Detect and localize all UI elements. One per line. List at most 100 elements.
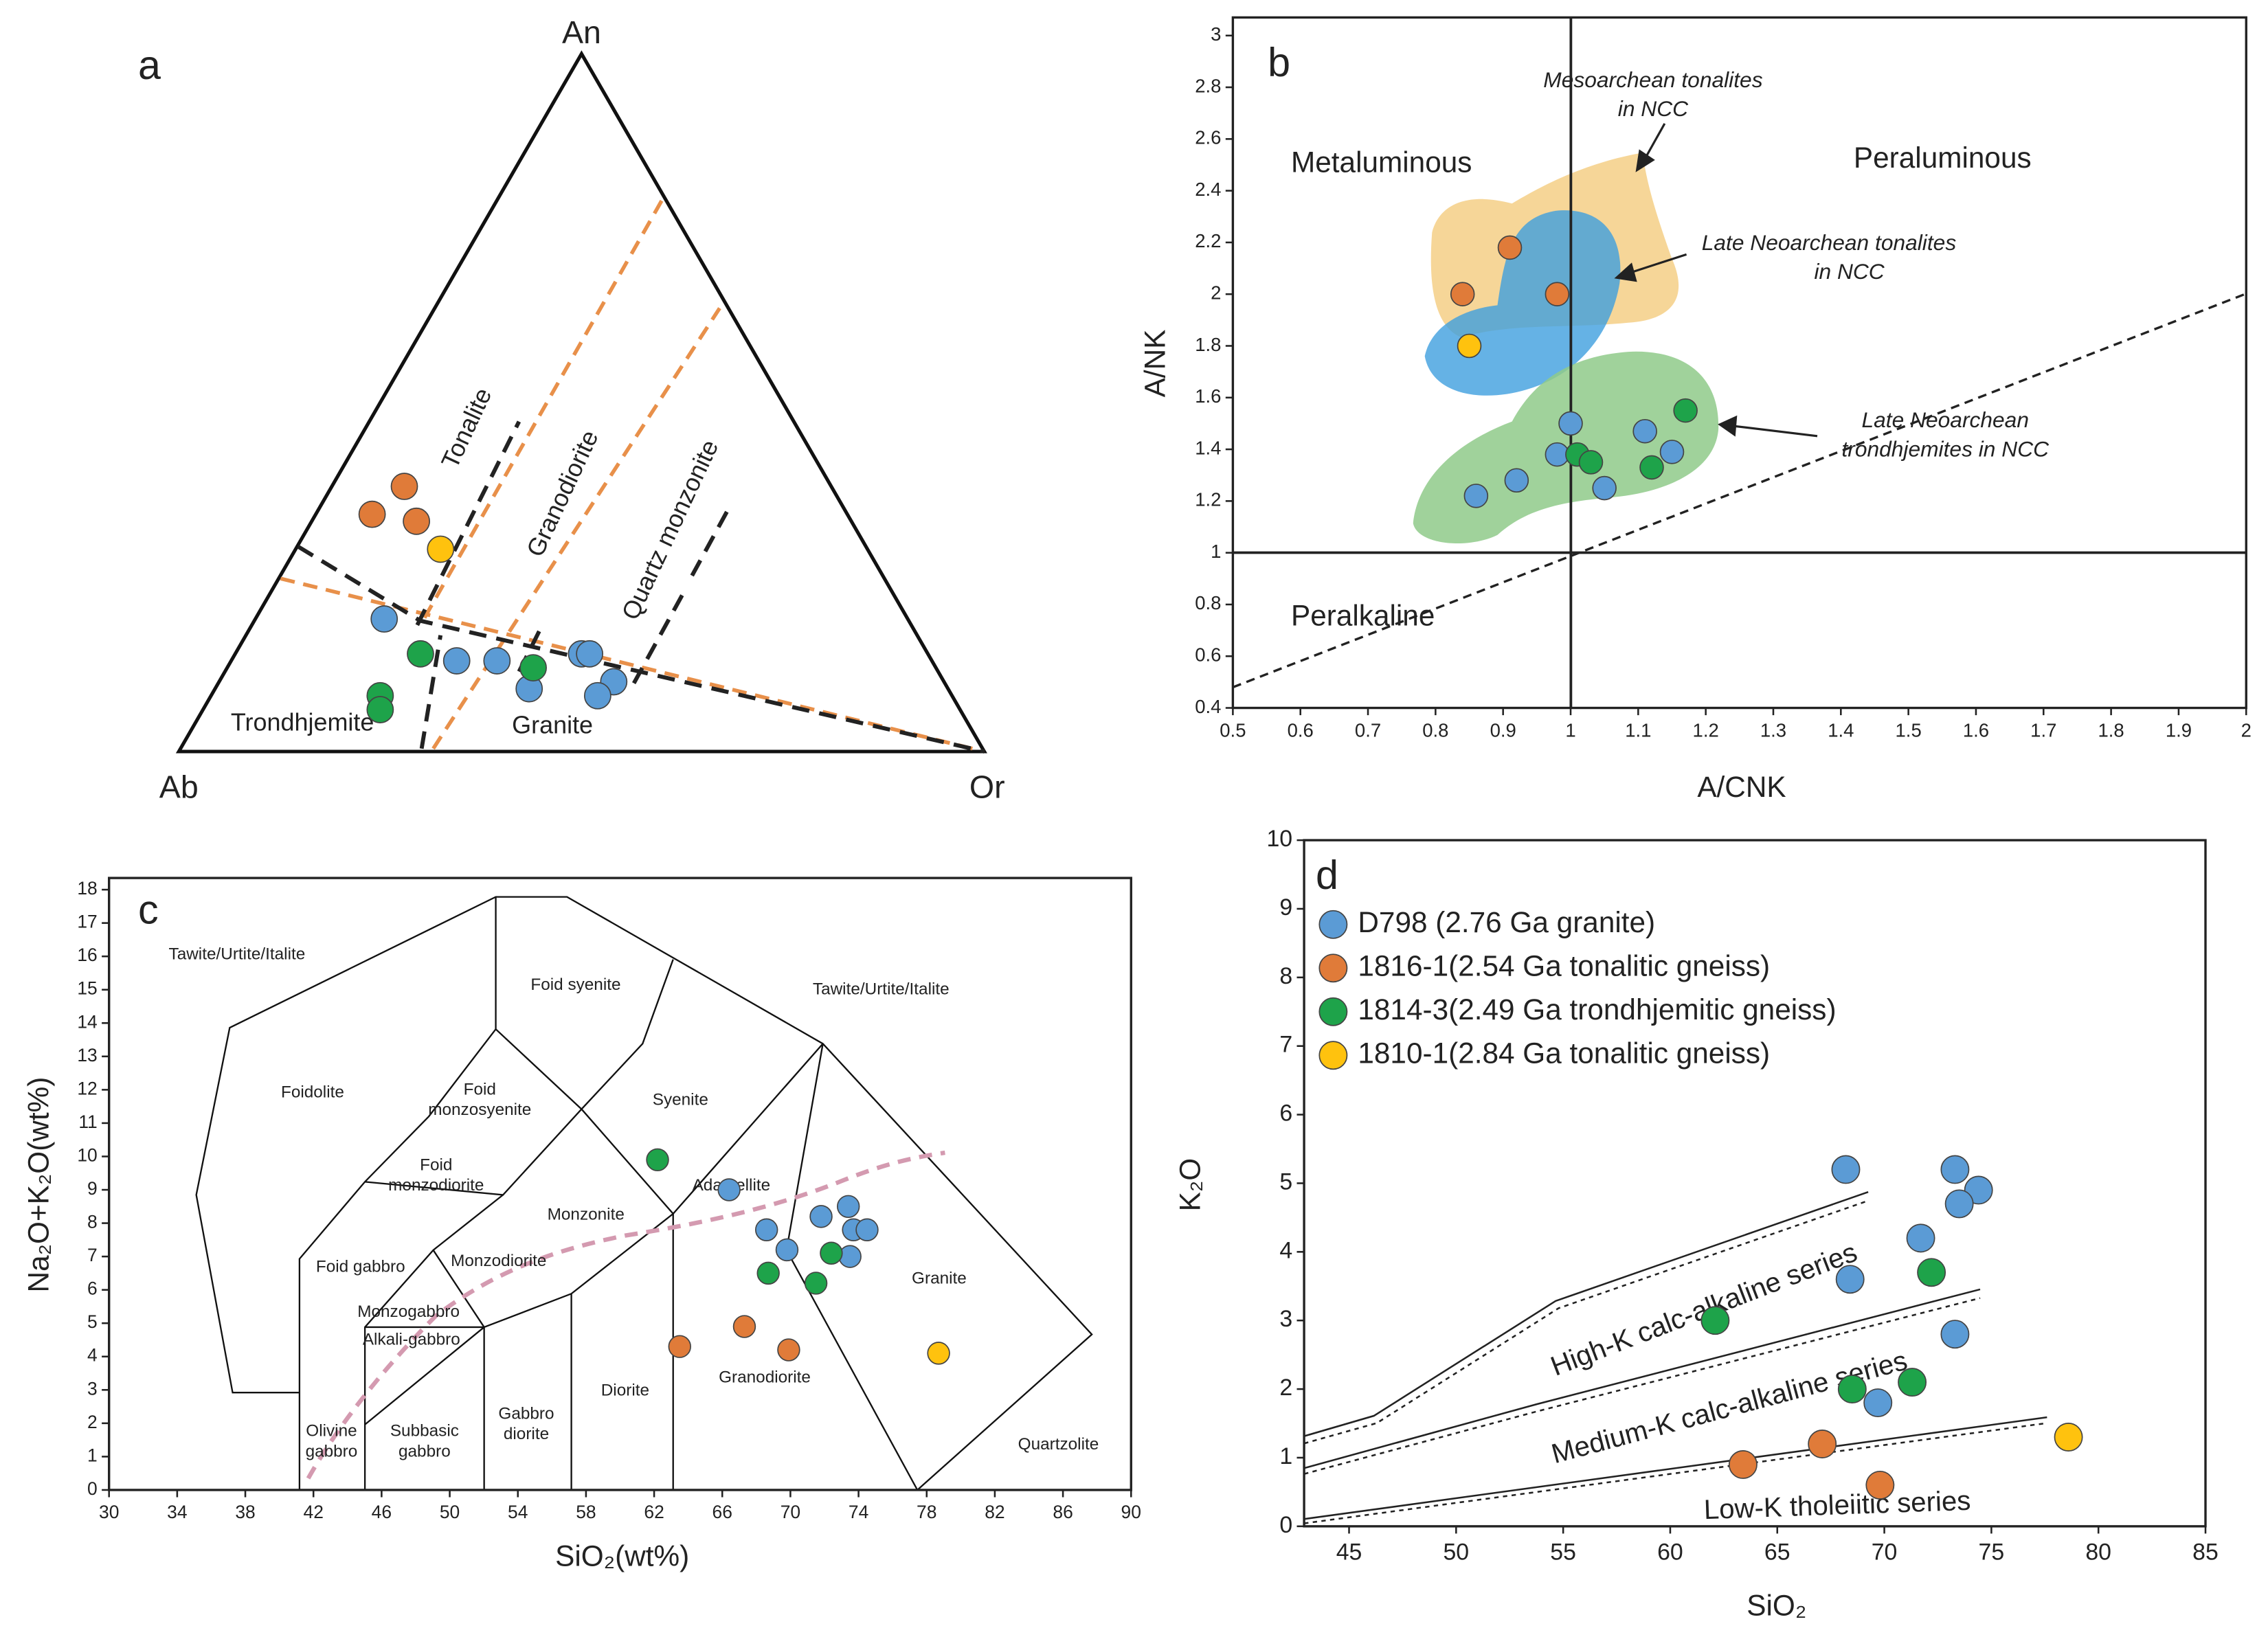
arrow xyxy=(1733,425,1818,438)
series-boundary xyxy=(1303,1416,2047,1520)
panel-letter: b xyxy=(1268,39,1290,85)
x-tick-label: 70 xyxy=(781,1502,800,1522)
series-boundary xyxy=(1303,1288,1981,1469)
point xyxy=(1450,282,1475,306)
x-tick-label: 70 xyxy=(1872,1539,1898,1566)
point xyxy=(668,1335,691,1358)
x-tick-label: 42 xyxy=(304,1502,324,1522)
x-tick-label: 1.5 xyxy=(1896,719,1922,741)
field-label: Granodiorite xyxy=(719,1368,811,1386)
y-tick-label: 11 xyxy=(78,1111,97,1132)
field-label: Granite xyxy=(912,1269,967,1288)
point xyxy=(756,1261,780,1285)
field-label: Granodiorite xyxy=(521,426,604,561)
field-boundary xyxy=(363,1194,504,1490)
vertex-label: An xyxy=(562,14,601,50)
y-axis-label: K₂O xyxy=(1174,1158,1206,1212)
x-tick-label: 46 xyxy=(372,1502,392,1522)
y-tick-label: 16 xyxy=(77,945,97,965)
y-tick-label: 0.6 xyxy=(1195,644,1221,665)
point xyxy=(1457,333,1482,359)
x-tick-label: 86 xyxy=(1053,1502,1073,1522)
alkaline-divider xyxy=(306,1150,945,1480)
y-tick-label: 3 xyxy=(87,1378,98,1399)
field-label: Trondhjemite xyxy=(231,708,374,736)
panel-letter: d xyxy=(1316,852,1338,898)
y-tick-label: 17 xyxy=(77,912,97,932)
arrow xyxy=(1628,253,1687,275)
y-tick-label: 0.8 xyxy=(1195,592,1221,613)
point xyxy=(358,500,386,528)
x-tick-label: 0.7 xyxy=(1355,719,1381,741)
y-tick-label: 5 xyxy=(87,1311,98,1332)
y-tick-label: 1 xyxy=(87,1445,98,1465)
point xyxy=(838,1245,862,1268)
legend-label: D798 (2.76 Ga granite) xyxy=(1358,906,1655,938)
x-tick-label: 1.1 xyxy=(1625,719,1651,741)
field-label: Gabbro xyxy=(498,1404,554,1423)
point xyxy=(836,1195,860,1219)
point xyxy=(1835,1265,1865,1294)
field-label: monzodiorite xyxy=(388,1176,484,1195)
field-label: Foidolite xyxy=(281,1083,344,1102)
boundary xyxy=(419,635,443,749)
field-boundary xyxy=(298,959,674,1490)
point xyxy=(442,647,471,675)
x-tick-label: 55 xyxy=(1550,1539,1576,1566)
k2o-boundaries xyxy=(1303,1190,2047,1524)
field-boundary xyxy=(432,1043,824,1490)
point xyxy=(1592,475,1617,501)
field-label: Quartz monzonite xyxy=(616,436,723,624)
y-tick-label: 0 xyxy=(87,1478,98,1499)
x-tick-label: 1.4 xyxy=(1828,719,1854,741)
point xyxy=(754,1218,778,1241)
point xyxy=(1659,440,1685,464)
y-tick-label: 2.6 xyxy=(1195,127,1221,148)
x-tick-label: 62 xyxy=(644,1502,664,1522)
x-tick-label: 90 xyxy=(1121,1502,1141,1522)
panel-letter: a xyxy=(138,42,161,88)
y-tick-label: 13 xyxy=(77,1045,97,1065)
point xyxy=(717,1178,741,1201)
x-tick-label: 1.3 xyxy=(1760,719,1786,741)
x-tick-label: 80 xyxy=(2085,1539,2111,1566)
annotation: Late Neoarchean tonalites xyxy=(1702,230,1957,255)
point xyxy=(390,473,418,500)
point xyxy=(775,1238,799,1262)
y-tick-label: 2.8 xyxy=(1195,75,1221,96)
x-tick-label: 1.6 xyxy=(1963,719,1989,741)
vertex-label: Ab xyxy=(159,769,199,804)
plot-frame xyxy=(1231,16,2247,710)
point xyxy=(1863,1388,1893,1418)
arrows xyxy=(1614,123,1818,438)
series-boundary xyxy=(1303,1422,2047,1524)
point xyxy=(576,640,604,668)
point xyxy=(820,1241,843,1265)
point xyxy=(1898,1368,1927,1397)
field-label: Quartzolite xyxy=(1018,1435,1099,1454)
point xyxy=(1497,235,1523,260)
arrow-head xyxy=(1718,415,1738,437)
legend-marker xyxy=(1318,953,1348,983)
x-tick-label: 50 xyxy=(1443,1539,1469,1566)
point xyxy=(1837,1375,1867,1404)
x-tick-label: 78 xyxy=(917,1502,936,1522)
point xyxy=(855,1218,879,1241)
boundary xyxy=(423,192,668,619)
y-tick-label: 9 xyxy=(1279,894,1292,921)
y-tick-label: 18 xyxy=(77,878,97,899)
point xyxy=(1504,468,1529,493)
plot-frame xyxy=(108,877,1132,1491)
point xyxy=(1632,418,1657,444)
x-tick-label: 0.6 xyxy=(1288,719,1314,741)
y-tick-label: 10 xyxy=(1266,826,1292,852)
arrow-head xyxy=(1635,149,1655,172)
x-tick-label: 60 xyxy=(1657,1539,1683,1566)
tas-fields xyxy=(195,896,1093,1491)
legend-label: 1810-1(2.84 Ga tonalitic gneiss) xyxy=(1358,1037,1770,1069)
field-label: Tawite/Urtite/Italite xyxy=(813,980,950,998)
point xyxy=(1728,1450,1758,1479)
x-tick-label: 1 xyxy=(1565,719,1575,741)
legend-label: 1816-1(2.54 Ga tonalitic gneiss) xyxy=(1358,949,1770,982)
